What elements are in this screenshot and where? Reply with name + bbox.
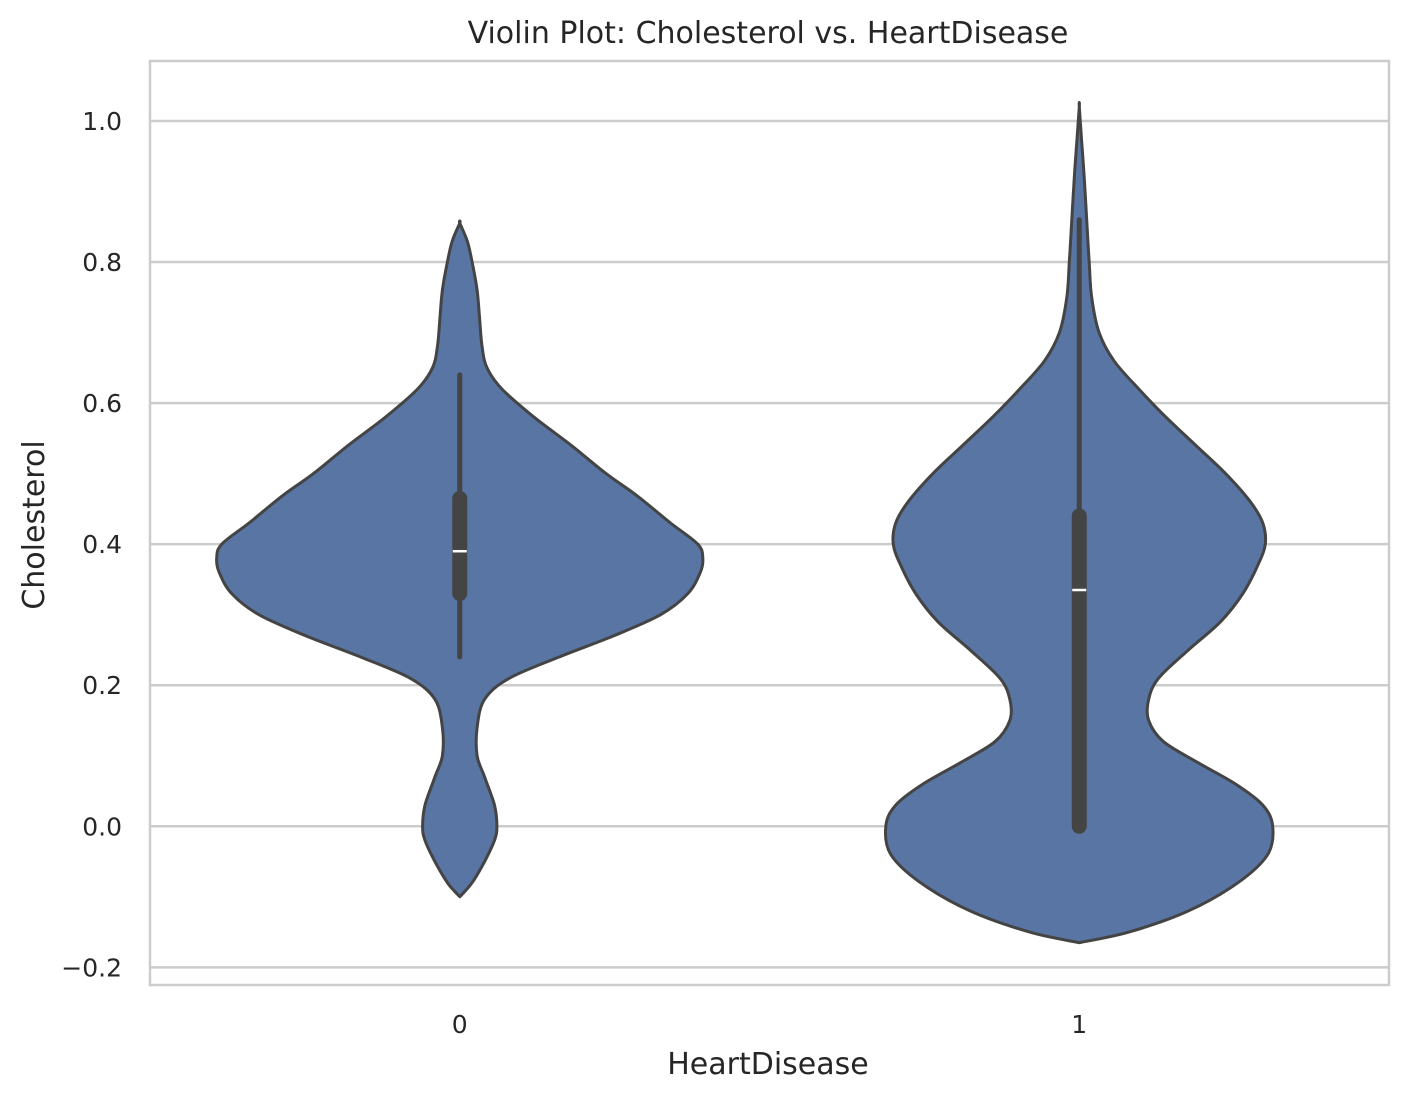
x-tick-label: 1 [1071,1010,1087,1039]
violins [215,100,1275,945]
y-tick-label: −0.2 [61,953,122,982]
y-tick-label: 1.0 [82,107,122,136]
y-tick-label: 0.4 [82,530,122,559]
plot-frame [148,59,1391,987]
y-axis-label: Cholesterol [17,440,52,609]
y-tick-labels: −0.2 0.0 0.2 0.4 0.6 0.8 1.0 [61,107,122,982]
y-tick-label: 0.8 [82,248,122,277]
chart-title: Violin Plot: Cholesterol vs. HeartDiseas… [468,16,1069,51]
y-tick-label: 0.6 [82,389,122,418]
x-tick-label: 0 [452,1010,468,1039]
y-tick-label: 0.0 [82,812,122,841]
boxes [452,217,1087,834]
x-axis-label: HeartDisease [667,1047,869,1082]
y-tick-label: 0.2 [82,671,122,700]
